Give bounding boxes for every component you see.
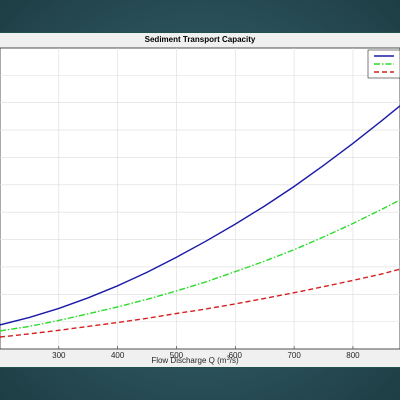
x-tick-label: 600 [229,351,243,360]
chart: 300 400 500 600 700 800 Sediment Transport Ca… [0,35,400,365]
series-line-1 [0,105,400,326]
x-axis-label: Flow Discharge Q (m3/s) [151,356,239,365]
chart-title: Sediment Transport Capacity [145,35,256,44]
x-tick-label: 300 [52,351,66,360]
x-tick-label: 400 [111,351,125,360]
x-tick-label: 700 [287,351,301,360]
x-tick-label: 500 [170,351,184,360]
grid [0,48,400,349]
legend [367,49,400,79]
x-tick-label: 800 [346,351,360,360]
series-line-3 [0,268,400,338]
series-lines [0,105,400,338]
legend-box [367,49,400,79]
plot-area [0,47,400,350]
x-axis-ticks: 300 400 500 600 700 800 [52,346,360,360]
series-line-2 [0,199,400,332]
figure-window: 300 400 500 600 700 800 Sediment Transport Ca… [0,33,400,367]
